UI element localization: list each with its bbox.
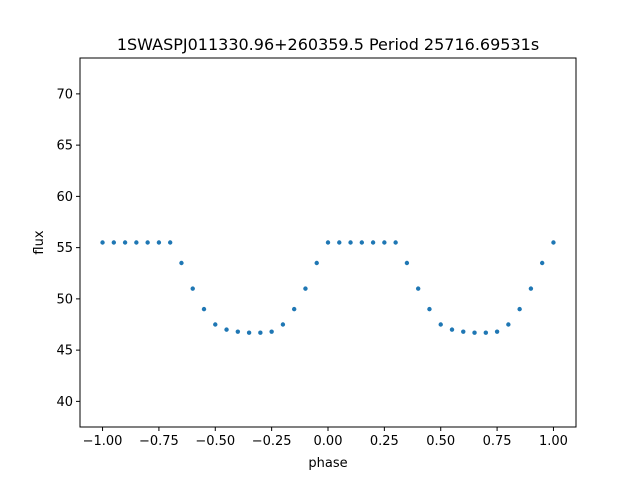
data-point <box>258 330 263 335</box>
data-point <box>528 286 534 291</box>
y-tick-label: 50 <box>56 292 73 307</box>
data-point <box>382 240 387 245</box>
data-point <box>167 240 173 245</box>
data-point <box>280 322 286 327</box>
x-axis-ticks: −1.00 −0.75 −0.50 −0.25 0.00 0.25 0.50 0.75 1.00 <box>83 427 568 449</box>
y-axis-ticks: 40 45 50 55 60 65 70 <box>56 87 80 410</box>
y-axis-label: flux <box>32 230 47 254</box>
data-point <box>415 286 421 291</box>
x-tick-label: 0.00 <box>314 434 343 449</box>
data-point <box>122 240 128 245</box>
data-point <box>224 327 229 332</box>
y-tick-label: 60 <box>56 190 73 205</box>
data-point <box>348 240 353 245</box>
data-point <box>100 240 105 245</box>
plot-frame <box>79 57 577 428</box>
data-point <box>190 286 195 291</box>
x-tick-label: 1.00 <box>539 434 568 449</box>
y-tick-label: 70 <box>56 87 73 102</box>
data-point <box>213 322 218 327</box>
data-point <box>438 322 443 327</box>
data-point <box>156 240 162 245</box>
data-point <box>235 329 241 334</box>
data-point <box>303 286 308 291</box>
data-point <box>179 260 184 266</box>
data-point <box>461 329 466 334</box>
data-point <box>506 322 511 327</box>
chart-title: 1SWASPJ011330.96+260359.5 Period 25716.6… <box>117 35 539 54</box>
y-tick-label: 55 <box>56 241 73 256</box>
data-point <box>449 327 455 332</box>
data-point <box>404 260 410 266</box>
x-axis-label: phase <box>308 456 347 471</box>
data-point <box>539 260 545 266</box>
data-point <box>393 240 398 245</box>
data-point <box>314 260 319 266</box>
data-point <box>517 306 522 312</box>
data-point <box>494 329 500 334</box>
x-tick-label: −0.25 <box>252 434 292 449</box>
data-point <box>370 240 376 245</box>
data-point <box>483 330 489 335</box>
data-point <box>269 329 274 334</box>
x-tick-label: 0.75 <box>483 434 512 449</box>
data-point <box>325 240 331 245</box>
y-tick-label: 40 <box>56 395 73 410</box>
data-point <box>145 240 150 245</box>
data-point <box>291 306 297 312</box>
y-tick-label: 65 <box>56 139 73 154</box>
data-point <box>134 240 139 245</box>
x-tick-label: −1.00 <box>83 434 123 449</box>
data-point <box>246 330 252 335</box>
data-point <box>427 306 432 312</box>
data-point <box>472 330 477 335</box>
x-tick-label: −0.50 <box>195 434 235 449</box>
data-point <box>111 240 117 245</box>
data-point <box>551 240 556 245</box>
data-point <box>337 240 342 245</box>
x-tick-label: −0.75 <box>139 434 179 449</box>
data-point <box>359 240 365 245</box>
x-tick-label: 0.25 <box>370 434 399 449</box>
data-points <box>100 240 556 335</box>
data-point <box>201 306 207 312</box>
x-tick-label: 0.50 <box>426 434 455 449</box>
y-tick-label: 45 <box>56 344 73 359</box>
